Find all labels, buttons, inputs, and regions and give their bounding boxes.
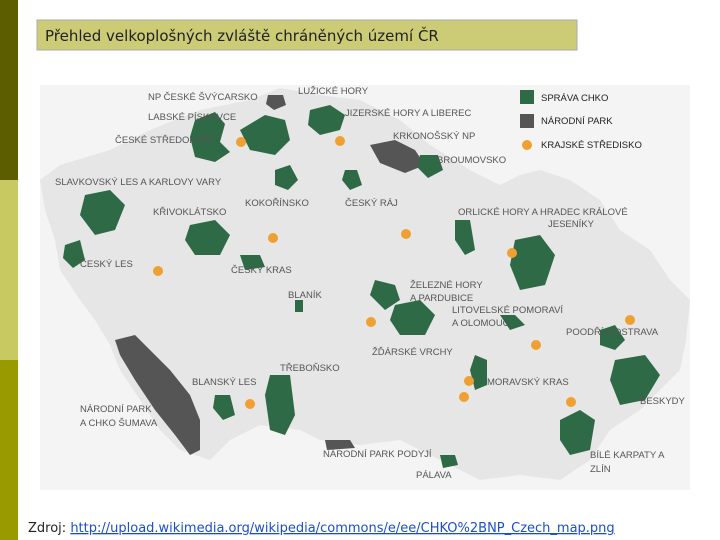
protected-area [63,240,85,268]
protected-area [342,170,362,190]
region-label: PÁLAVA [416,470,452,481]
protected-area [455,220,475,255]
protected-area [295,300,303,312]
sidebar-stripe [0,180,18,360]
protected-area [265,375,295,435]
region-label: ŽĎÁRSKÉ VRCHY [372,347,453,358]
protected-area [240,115,290,155]
region-label: TŘEBOŇSKO [280,363,340,374]
region-label: A OLOMOUC [452,318,510,329]
source-link[interactable]: http://upload.wikimedia.org/wikipedia/co… [70,521,614,536]
regional-center [335,136,345,146]
regional-center [464,376,474,386]
legend-swatch [520,90,534,104]
protected-area [80,190,125,235]
protected-area [275,165,298,190]
region-label: SLAVKOVSKÝ LES A KARLOVY VARY [55,177,222,188]
region-label: NP ČESKÉ ŠVÝCARSKO [148,92,258,103]
region-label: A PARDUBICE [410,293,473,304]
region-label: ŽELEZNÉ HORY [410,280,483,291]
region-label: BÍLÉ KARPATY A [590,450,665,461]
region-label: ČESKÝ LES [80,259,133,270]
region-label: ČESKÉ STŘEDOHOŘÍ [115,135,214,146]
region-label: LUŽICKÉ HORY [298,86,369,97]
regional-center [507,248,517,258]
regional-center [459,392,469,402]
regional-center [566,397,576,407]
region-label: BESKYDY [640,396,686,407]
legend-label: NÁRODNÍ PARK [541,116,613,127]
region-label: ČESKÝ KRAS [231,265,292,276]
national-park [325,440,355,450]
protected-area [440,455,458,468]
source-prefix: Zdroj: [28,521,66,536]
protected-area [213,395,235,420]
regional-center [401,229,411,239]
sidebar-stripe [0,0,18,180]
protected-area [185,220,230,255]
protected-area [190,112,230,162]
regional-center [625,315,635,325]
region-label: NÁRODNÍ PARK [80,404,152,415]
region-label: BLANÍK [288,290,322,301]
regional-center [366,317,376,327]
legend-swatch [520,114,534,128]
region-label: ORLICKÉ HORY A HRADEC KRÁLOVÉ [458,207,628,218]
legend-label: KRAJSKÉ STŘEDISKO [541,140,642,151]
region-label: A CHKO ŠUMAVA [80,418,158,429]
protected-area [610,355,660,405]
country-outline [40,88,690,480]
region-label: KOKOŘÍNSKO [245,198,309,209]
legend-swatch [522,140,532,150]
region-label: ČESKÝ RÁJ [345,198,398,209]
protected-area [470,355,487,390]
region-label: MORAVSKÝ KRAS [487,377,569,388]
sidebar-stripe [0,360,18,540]
region-labels: NP ČESKÉ ŠVÝCARSKO LUŽICKÉ HORY LABSKÉ PÍS… [55,86,686,481]
regional-center [268,233,278,243]
title: Přehled velkoplošných zvláště chráněných… [45,26,439,45]
region-label: ZLÍN [590,464,611,475]
region-label: BLANSKÝ LES [192,377,256,388]
regional-center [531,340,541,350]
protected-area [500,315,525,330]
title-box [36,19,578,51]
national-park [266,95,286,110]
source: Zdroj: http://upload.wikimedia.org/wikip… [28,521,615,536]
region-label: LABSKÉ PÍSKOVCE [148,112,236,123]
regional-center [153,266,163,276]
region-label: BROUMOVSKO [437,155,506,166]
protected-area [560,410,595,455]
region-label: LITOVELSKÉ POMORAVÍ [452,305,563,316]
protected-area [600,325,625,350]
legend-label: SPRÁVA CHKO [541,93,608,104]
protected-area [308,105,345,135]
protected-area [370,280,400,310]
protected-area [390,300,435,335]
national-park [115,335,200,455]
regional-center [245,399,255,409]
protected-area [418,155,443,178]
region-label: NÁRODNÍ PARK PODYJÍ [323,449,432,460]
region-label: JESENÍKY [548,219,595,230]
national-park [370,140,425,173]
region-label: JIZERSKÉ HORY A LIBEREC [345,108,472,119]
region-label: KRKONOŠSKÝ NP [393,131,475,142]
map: SPRÁVA CHKO NÁRODNÍ PARK KRAJSKÉ STŘEDIS… [40,85,690,490]
regional-center [236,137,246,147]
protected-area [240,255,265,270]
protected-area [510,235,555,290]
region-label: POODŘÍ A OSTRAVA [566,327,659,338]
region-label: KŘIVOKLÁTSKO [153,207,226,218]
regional-centers [153,136,635,409]
